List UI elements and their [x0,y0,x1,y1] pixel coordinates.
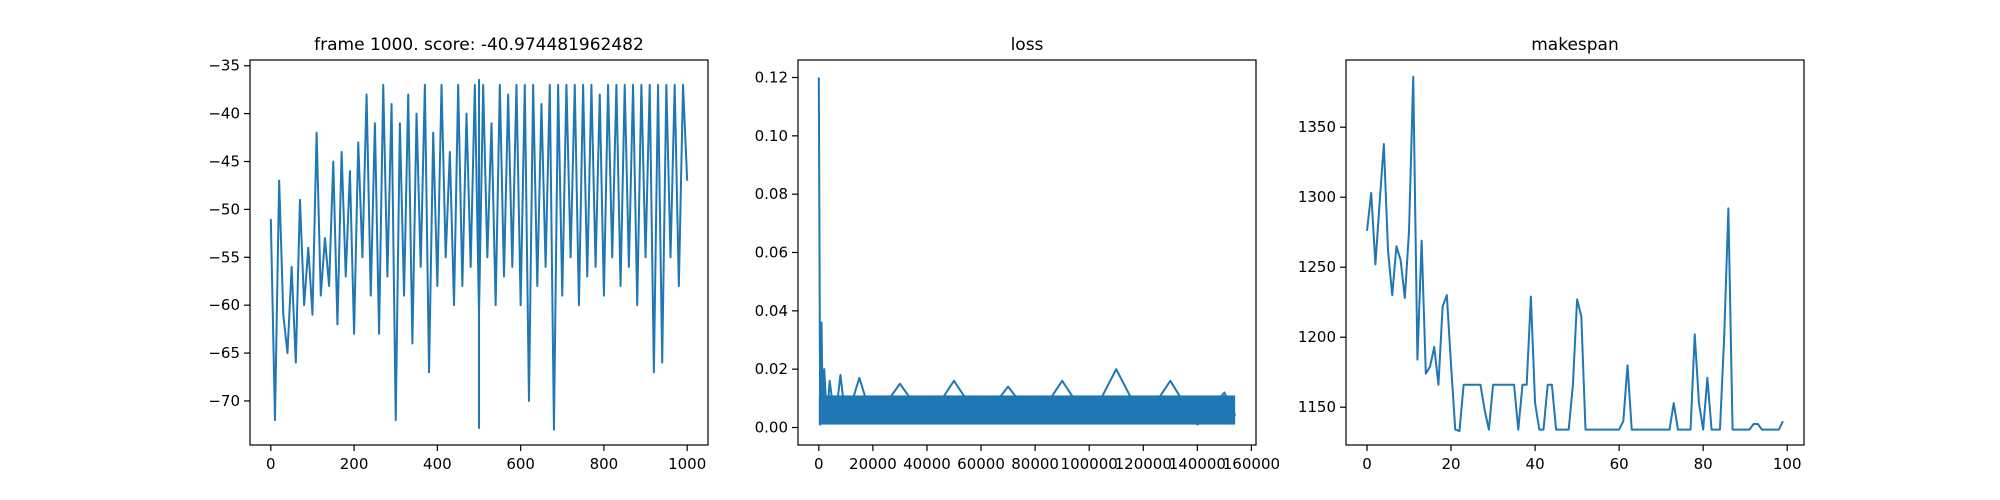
score-chart: frame 1000. score: -40.974481962482 0 200 4… [208,35,709,473]
makespan-xtick-label: 60 [1610,455,1629,473]
loss-xtick-label: 100000 [1061,455,1118,473]
makespan-xtick-label: 0 [1362,455,1372,473]
makespan-xtick-label: 80 [1694,455,1713,473]
score-ytick-label: −50 [208,200,240,218]
loss-series-line [817,77,1237,426]
score-axes-frame [249,59,709,446]
makespan-xtick-label: 100 [1773,455,1802,473]
loss-xtick-label: 80000 [1011,455,1059,473]
makespan-ytick-label: 1300 [1298,188,1336,206]
score-ytick-label: −40 [208,105,240,123]
makespan-xtick-label: 40 [1526,455,1545,473]
score-xtick-label: 800 [590,455,619,473]
score-xtick-label: 200 [340,455,369,473]
score-ytick-label: −60 [208,296,240,314]
score-ytick-label: −70 [208,392,240,410]
loss-ytick-label: 0.12 [755,69,788,87]
loss-ytick-label: 0.06 [755,244,788,262]
loss-chart: loss 0 20000 40000 60000 80000 100000120000140… [755,35,1280,473]
makespan-xtick-label: 20 [1441,455,1460,473]
loss-ytick-label: 0.10 [755,127,788,145]
score-ytick-label: −35 [208,57,240,75]
loss-xtick-label: 60000 [957,455,1005,473]
loss-xtick-label: 0 [814,455,824,473]
score-xtick-label: 400 [423,455,452,473]
makespan-title: makespan [1531,35,1619,55]
score-xtick-label: 1000 [668,455,706,473]
loss-ytick-label: 0.08 [755,185,788,203]
loss-xtick-label: 40000 [903,455,951,473]
loss-ytick-label: 0.02 [755,360,788,378]
score-ytick-label: −65 [208,344,240,362]
makespan-chart: makespan 0 20 40 60 80 100 1150 1200 1250 1300 1350 [1298,35,1805,473]
loss-axes-frame [797,59,1257,446]
loss-ytick-label: 0.04 [755,302,788,320]
score-title: frame 1000. score: -40.974481962482 [314,35,644,55]
loss-xtick-label: 140000 [1169,455,1226,473]
makespan-series-line [1366,75,1784,432]
loss-xtick-label: 160000 [1223,455,1280,473]
makespan-ytick-label: 1250 [1298,258,1336,276]
score-xtick-label: 0 [266,455,276,473]
loss-title: loss [1011,35,1044,55]
makespan-ytick-label: 1200 [1298,328,1336,346]
makespan-axes-frame [1345,59,1805,446]
makespan-ytick-label: 1150 [1298,398,1336,416]
score-xtick-label: 600 [506,455,535,473]
score-ytick-label: −55 [208,248,240,266]
score-ytick-label: −45 [208,153,240,171]
loss-xtick-label: 20000 [849,455,897,473]
loss-xtick-label: 120000 [1115,455,1172,473]
makespan-ytick-label: 1350 [1298,118,1336,136]
loss-ytick-label: 0.00 [755,419,788,437]
